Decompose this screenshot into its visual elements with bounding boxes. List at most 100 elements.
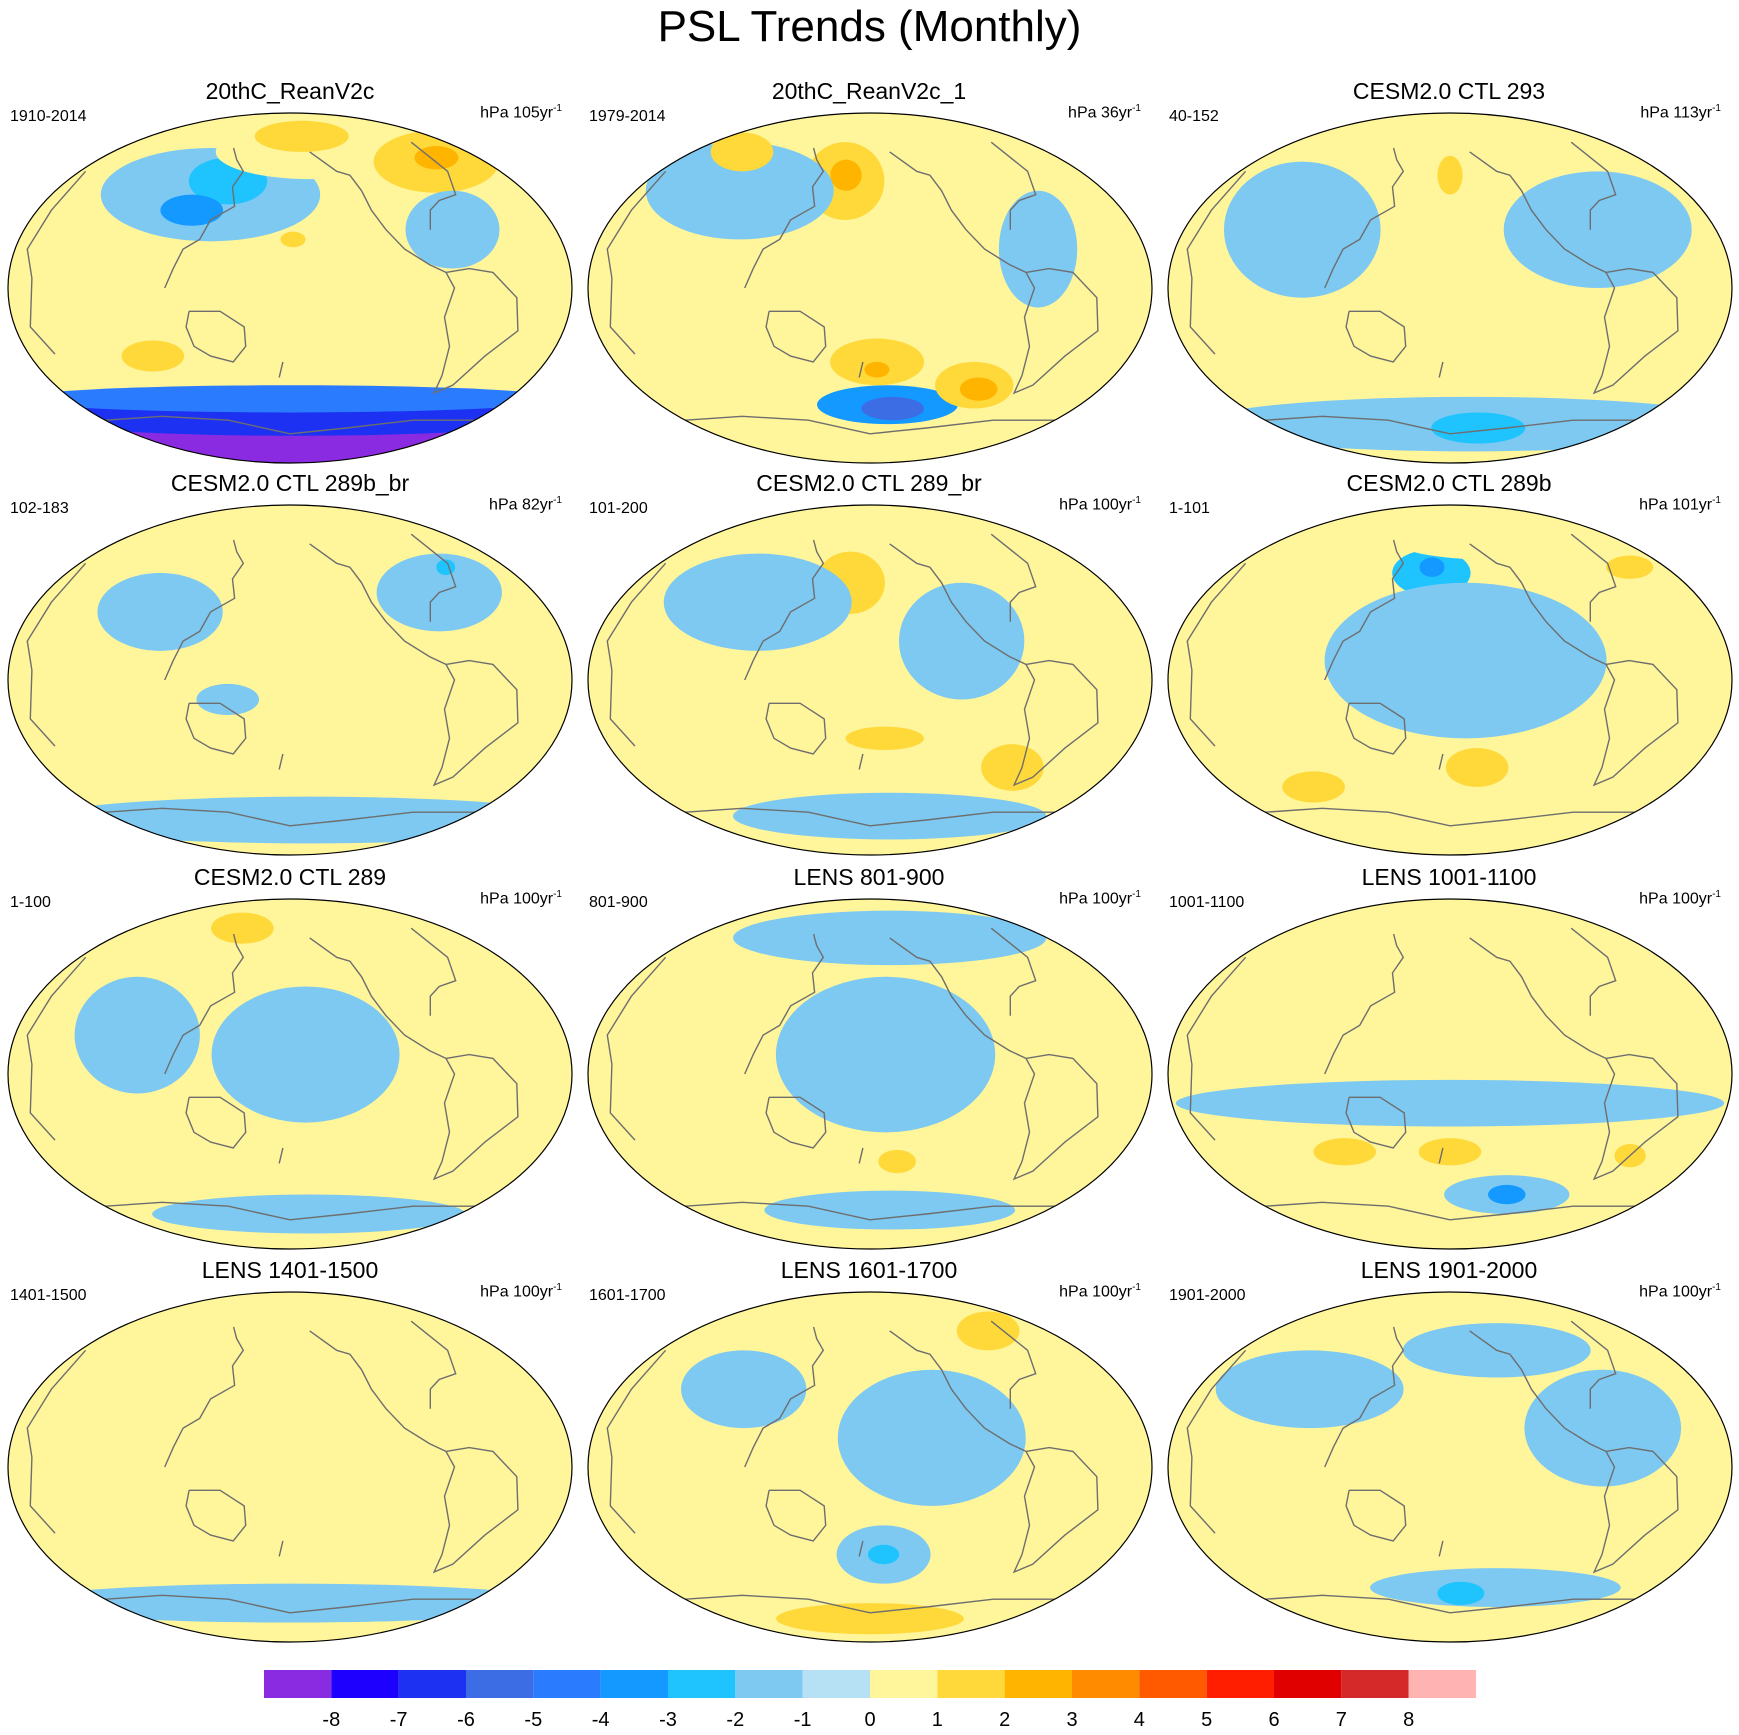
colorbar-swatch	[870, 1670, 938, 1698]
panel-units: hPa 100yr-1	[1059, 889, 1141, 908]
panel-title: LENS 1901-2000	[1360, 1257, 1538, 1283]
coastline	[685, 1594, 1055, 1614]
panel-units: hPa 105yr-1	[480, 103, 562, 122]
trend-contour	[242, 1476, 368, 1574]
trend-contour	[15, 1583, 565, 1623]
map-panel: LENS 1901-2000 1901-2000 hPa 100yr-1	[1159, 1257, 1739, 1649]
map-border	[7, 1291, 573, 1643]
trend-contour	[15, 385, 565, 413]
coastline	[1438, 1540, 1444, 1557]
colorbar-label: 4	[1134, 1709, 1145, 1731]
trend-contour	[733, 910, 1047, 966]
coastline	[606, 956, 667, 1141]
colorbar-swatch	[1206, 1670, 1274, 1698]
panel-units: hPa 113yr-1	[1640, 103, 1721, 122]
map-svg	[587, 898, 1153, 1250]
colorbar-swatch	[668, 1670, 736, 1698]
coastline	[185, 702, 247, 755]
trend-contour	[160, 194, 224, 226]
coastline	[1265, 1594, 1635, 1614]
coastline	[432, 267, 519, 395]
panel-period: 1901-2000	[1169, 1287, 1246, 1304]
map-panel: CESM2.0 CTL 289_br 101-200 hPa 100yr-1	[579, 470, 1159, 862]
coastline	[1324, 539, 1405, 681]
trend-contour	[1445, 748, 1509, 787]
map-panel: 20thC_ReanV2c 1910-2014 hPa 105yr-1	[0, 78, 580, 470]
colorbar: -8 -7 -6 -5 -4 -3 -2 -1 0 1 2 3 4 5 6 7 8	[264, 1670, 1476, 1731]
trend-contour	[1524, 1369, 1682, 1487]
trend-contour	[830, 159, 862, 191]
colorbar-swatch	[398, 1670, 466, 1698]
coastline	[432, 659, 519, 787]
colorbar-swatch	[735, 1670, 803, 1698]
trend-contour	[196, 683, 260, 715]
coastline	[1265, 415, 1635, 435]
trend-contour	[878, 1149, 916, 1174]
panel-units: hPa 82yr-1	[489, 495, 562, 514]
coastline	[26, 562, 87, 747]
coastline	[278, 1540, 284, 1557]
map-panel: 20thC_ReanV2c_1 1979-2014 hPa 36yr-1	[579, 78, 1159, 470]
map-svg	[1167, 1291, 1733, 1643]
trend-contour	[152, 1194, 466, 1234]
trend-contour	[981, 744, 1044, 791]
colorbar-label: 1	[932, 1709, 943, 1731]
trend-contour	[1437, 155, 1463, 195]
coastline	[105, 1594, 475, 1614]
trend-contour	[710, 132, 774, 172]
colorbar-label: -5	[524, 1709, 542, 1731]
coastline	[606, 170, 667, 355]
panel-period: 1601-1700	[589, 1287, 666, 1304]
coastline	[432, 1446, 519, 1574]
coastline	[1012, 659, 1099, 787]
colorbar-label: -7	[390, 1709, 408, 1731]
trend-contour	[861, 396, 925, 421]
coastline	[309, 151, 447, 274]
map-border	[587, 898, 1153, 1250]
coastline	[1012, 1446, 1099, 1574]
trend-contour	[1324, 582, 1607, 739]
coastline	[185, 1096, 247, 1149]
colorbar-label: -6	[457, 1709, 475, 1731]
map-border	[7, 112, 573, 464]
coastline	[990, 927, 1037, 1016]
coastline	[1438, 361, 1444, 378]
trend-contour	[1606, 555, 1654, 579]
coastline	[1438, 1147, 1444, 1164]
colorbar-label: -3	[659, 1709, 677, 1731]
panel-units: hPa 100yr-1	[480, 889, 562, 908]
coastline	[164, 147, 245, 289]
panel-title: LENS 1001-1100	[1361, 864, 1537, 890]
panel-period: 1-100	[10, 894, 51, 911]
coastline	[889, 543, 1027, 666]
colorbar-label: 5	[1201, 1709, 1212, 1731]
coastline	[1570, 927, 1617, 1016]
trend-contour	[845, 726, 924, 750]
map-panel: CESM2.0 CTL 289b 1-101 hPa 101yr-1	[1159, 470, 1739, 862]
coastline	[685, 415, 1055, 435]
coastline	[26, 170, 87, 355]
trend-contour	[1431, 412, 1526, 444]
map-border	[7, 898, 573, 1250]
trend-contour	[97, 573, 223, 651]
trend-contour	[1313, 1138, 1377, 1166]
trend-contour	[1321, 912, 1510, 944]
coastline	[1324, 933, 1405, 1075]
coastline	[1438, 753, 1444, 770]
trend-contour	[864, 361, 890, 378]
panel-title: 20thC_ReanV2c	[205, 78, 375, 104]
panel-period: 102-183	[10, 500, 69, 517]
coastline	[1012, 267, 1099, 395]
panel-title: CESM2.0 CTL 289_br	[756, 470, 982, 496]
coastline	[410, 927, 457, 1016]
panel-units: hPa 101yr-1	[1639, 495, 1721, 514]
coastline	[1469, 543, 1607, 666]
colorbar-label: -2	[726, 1709, 744, 1731]
colorbar-label: 6	[1268, 1709, 1279, 1731]
panel-period: 1001-1100	[1169, 894, 1245, 911]
panel-units: hPa 100yr-1	[480, 1282, 562, 1301]
trend-contour	[959, 377, 998, 401]
trend-contour	[1487, 1184, 1526, 1205]
trend-contour	[764, 1190, 1016, 1230]
panel-title: 20thC_ReanV2c_1	[771, 78, 967, 104]
